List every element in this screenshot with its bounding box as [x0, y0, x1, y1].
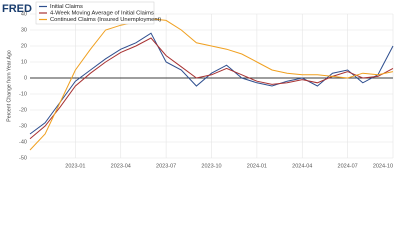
x-tick-label: 2023-07 [156, 163, 176, 169]
y-tick-label: -50 [19, 155, 27, 161]
y-tick-label: 30 [21, 27, 27, 33]
y-tick-label: -30 [19, 123, 27, 129]
x-tick-label: 2024-07 [338, 163, 358, 169]
y-tick-label: 40 [21, 11, 27, 17]
y-axis-label: Percent Change from Year Ago [6, 50, 12, 122]
chart: FRED Percent Change from Year Ago -50 -40… [0, 0, 400, 171]
y-tick-label: -10 [19, 91, 27, 97]
x-tick-label: 2024-01 [247, 163, 267, 169]
x-tick-label: 2023-04 [111, 163, 131, 169]
x-tick-label: 2024-10 [373, 163, 393, 169]
legend-label: Initial Claims [50, 4, 83, 10]
y-tick-label: -40 [19, 139, 27, 145]
legend-box [35, 1, 155, 25]
legend-label: Continued Claims (Insured Unemployment) [50, 17, 161, 23]
x-tick-label: 2023-10 [201, 163, 221, 169]
x-tick-label: 2023-01 [65, 163, 85, 169]
background [0, 0, 400, 171]
logo: FRED [2, 3, 32, 15]
y-tick-label: -20 [19, 107, 27, 113]
x-tick-label: 2024-04 [292, 163, 312, 169]
legend-label: 4-Week Moving Average of Initial Claims [50, 11, 154, 17]
series-line [29, 18, 394, 151]
y-tick-label: 10 [21, 59, 27, 65]
y-tick-label: 20 [21, 43, 27, 49]
series-line [29, 32, 394, 135]
y-tick-label: 0 [24, 75, 27, 81]
